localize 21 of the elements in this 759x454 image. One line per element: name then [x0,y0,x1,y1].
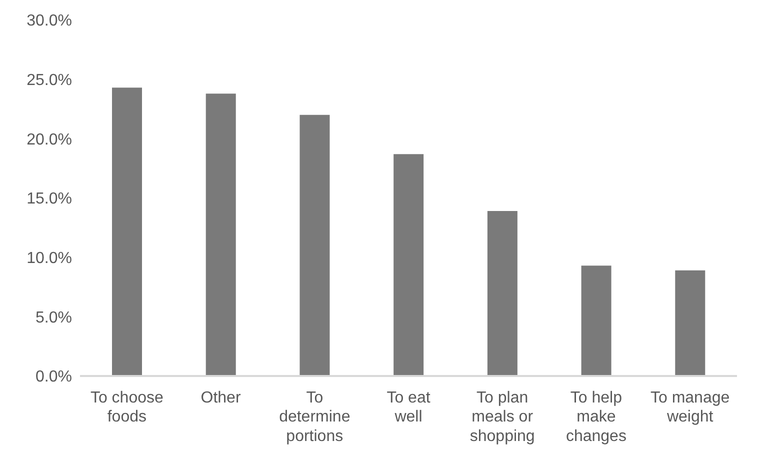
x-tick-label: To manage weight [650,389,730,426]
x-tick-label: Other [200,389,242,406]
bar [675,270,706,376]
y-tick-label: 25.0% [26,72,72,90]
x-tick-label: To choose foods [90,389,164,426]
bar [300,114,330,376]
y-tick-label: 20.0% [26,131,72,148]
bar [487,211,518,376]
bar [206,94,236,376]
x-tick-label: To determine portions [279,389,350,445]
bar [581,266,612,376]
y-tick-label: 30.0% [26,12,72,30]
x-tick-label: To plan meals or shopping [470,389,535,445]
y-tick-label: 5.0% [36,309,72,326]
bar [112,88,142,376]
bar [394,154,424,376]
y-tick-label: 0.0% [36,368,72,386]
y-tick-label: 10.0% [26,250,72,268]
x-tick-label: To eat well [386,389,431,426]
y-tick-label: 15.0% [26,190,72,208]
x-tick-label: To help make changes [566,389,626,445]
